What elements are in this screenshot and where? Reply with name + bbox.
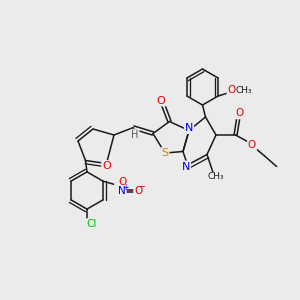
Text: O: O xyxy=(157,95,166,106)
Text: O: O xyxy=(248,140,256,151)
Text: N: N xyxy=(182,161,190,172)
Text: S: S xyxy=(161,148,169,158)
Text: O: O xyxy=(227,85,236,95)
Text: −: − xyxy=(138,182,146,192)
Text: CH₃: CH₃ xyxy=(207,172,224,181)
Text: O: O xyxy=(236,108,244,118)
Text: O: O xyxy=(118,177,126,187)
Text: N: N xyxy=(118,186,126,196)
Text: O: O xyxy=(102,161,111,171)
Text: +: + xyxy=(122,183,129,192)
Text: N: N xyxy=(185,123,193,133)
Text: CH₃: CH₃ xyxy=(236,85,253,94)
Text: Cl: Cl xyxy=(86,219,97,229)
Text: H: H xyxy=(131,130,139,140)
Text: O: O xyxy=(134,186,142,196)
